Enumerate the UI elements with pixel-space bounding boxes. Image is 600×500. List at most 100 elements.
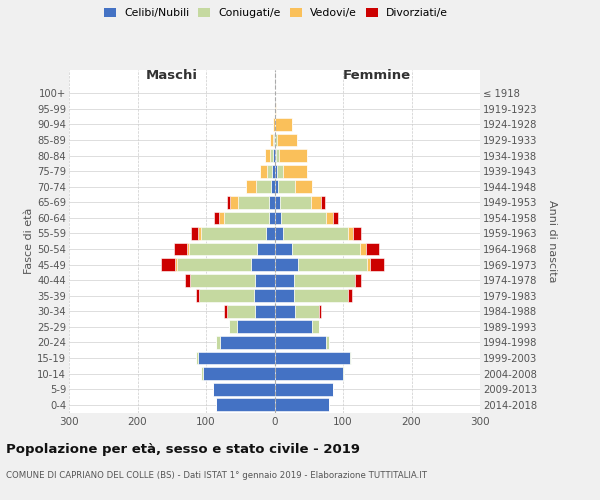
Bar xyxy=(216,336,220,349)
Bar xyxy=(275,242,292,256)
Bar xyxy=(277,134,297,146)
Bar xyxy=(277,165,283,177)
Bar xyxy=(326,336,329,349)
Bar xyxy=(214,212,219,224)
Bar xyxy=(273,134,274,146)
Bar xyxy=(273,118,275,131)
Bar xyxy=(275,274,293,286)
Bar xyxy=(281,212,326,224)
Bar xyxy=(275,196,280,208)
Bar xyxy=(279,149,307,162)
Bar xyxy=(280,196,311,208)
Text: COMUNE DI CAPRIANO DEL COLLE (BS) - Dati ISTAT 1° gennaio 2019 - Elaborazione TU: COMUNE DI CAPRIANO DEL COLLE (BS) - Dati… xyxy=(6,471,427,480)
Bar xyxy=(275,320,312,334)
Bar xyxy=(191,227,198,240)
Bar xyxy=(292,242,360,256)
Bar xyxy=(360,242,365,256)
Bar xyxy=(196,290,199,302)
Bar xyxy=(275,305,295,318)
Bar xyxy=(353,227,361,240)
Bar xyxy=(272,165,275,177)
Bar xyxy=(224,305,227,318)
Bar xyxy=(370,258,384,271)
Bar xyxy=(326,212,333,224)
Bar xyxy=(275,227,283,240)
Bar xyxy=(227,305,256,318)
Bar xyxy=(161,258,175,271)
Bar xyxy=(269,196,275,208)
Bar xyxy=(187,242,189,256)
Bar xyxy=(275,102,276,116)
Bar xyxy=(275,149,276,162)
Bar xyxy=(256,274,275,286)
Bar xyxy=(175,258,176,271)
Bar xyxy=(185,274,190,286)
Bar xyxy=(355,274,361,286)
Bar xyxy=(227,196,230,208)
Bar xyxy=(189,242,257,256)
Text: Maschi: Maschi xyxy=(146,70,198,82)
Bar xyxy=(295,180,312,193)
Legend: Celibi/Nubili, Coniugati/e, Vedovi/e, Divorziati/e: Celibi/Nubili, Coniugati/e, Vedovi/e, Di… xyxy=(101,6,451,20)
Bar xyxy=(319,305,321,318)
Bar xyxy=(203,367,275,380)
Bar xyxy=(237,320,275,334)
Bar xyxy=(256,305,275,318)
Bar xyxy=(198,352,275,364)
Bar xyxy=(348,227,353,240)
Bar xyxy=(260,165,267,177)
Bar xyxy=(275,258,298,271)
Bar xyxy=(278,180,295,193)
Bar xyxy=(275,165,277,177)
Bar xyxy=(230,196,238,208)
Y-axis label: Fasce di età: Fasce di età xyxy=(25,208,34,274)
Bar xyxy=(275,383,333,396)
Bar xyxy=(283,227,348,240)
Bar xyxy=(254,290,275,302)
Bar xyxy=(201,367,203,380)
Bar xyxy=(275,367,343,380)
Bar xyxy=(190,274,256,286)
Bar xyxy=(229,320,237,334)
Bar xyxy=(350,352,351,364)
Y-axis label: Anni di nascita: Anni di nascita xyxy=(547,200,557,282)
Bar xyxy=(275,118,292,131)
Bar xyxy=(267,165,272,177)
Bar xyxy=(275,290,293,302)
Bar xyxy=(275,212,281,224)
Bar xyxy=(273,149,275,162)
Bar xyxy=(349,290,352,302)
Bar xyxy=(201,227,266,240)
Bar xyxy=(238,196,269,208)
Bar xyxy=(269,212,275,224)
Bar xyxy=(293,274,355,286)
Bar xyxy=(196,352,198,364)
Bar xyxy=(275,134,277,146)
Bar xyxy=(246,180,256,193)
Bar xyxy=(312,320,319,334)
Bar xyxy=(333,212,338,224)
Bar xyxy=(266,227,275,240)
Bar xyxy=(176,258,251,271)
Bar xyxy=(251,258,275,271)
Bar xyxy=(271,180,275,193)
Bar xyxy=(298,258,367,271)
Bar xyxy=(321,196,325,208)
Bar xyxy=(256,180,271,193)
Text: Femmine: Femmine xyxy=(343,70,412,82)
Bar xyxy=(220,336,275,349)
Bar xyxy=(265,149,271,162)
Bar xyxy=(224,212,269,224)
Bar xyxy=(216,398,275,411)
Bar xyxy=(275,180,278,193)
Bar xyxy=(311,196,321,208)
Bar xyxy=(271,134,273,146)
Bar xyxy=(271,149,273,162)
Bar xyxy=(275,398,329,411)
Bar xyxy=(343,367,344,380)
Bar xyxy=(175,242,187,256)
Bar xyxy=(367,258,370,271)
Text: Popolazione per età, sesso e stato civile - 2019: Popolazione per età, sesso e stato civil… xyxy=(6,442,360,456)
Bar xyxy=(295,305,319,318)
Bar xyxy=(275,352,350,364)
